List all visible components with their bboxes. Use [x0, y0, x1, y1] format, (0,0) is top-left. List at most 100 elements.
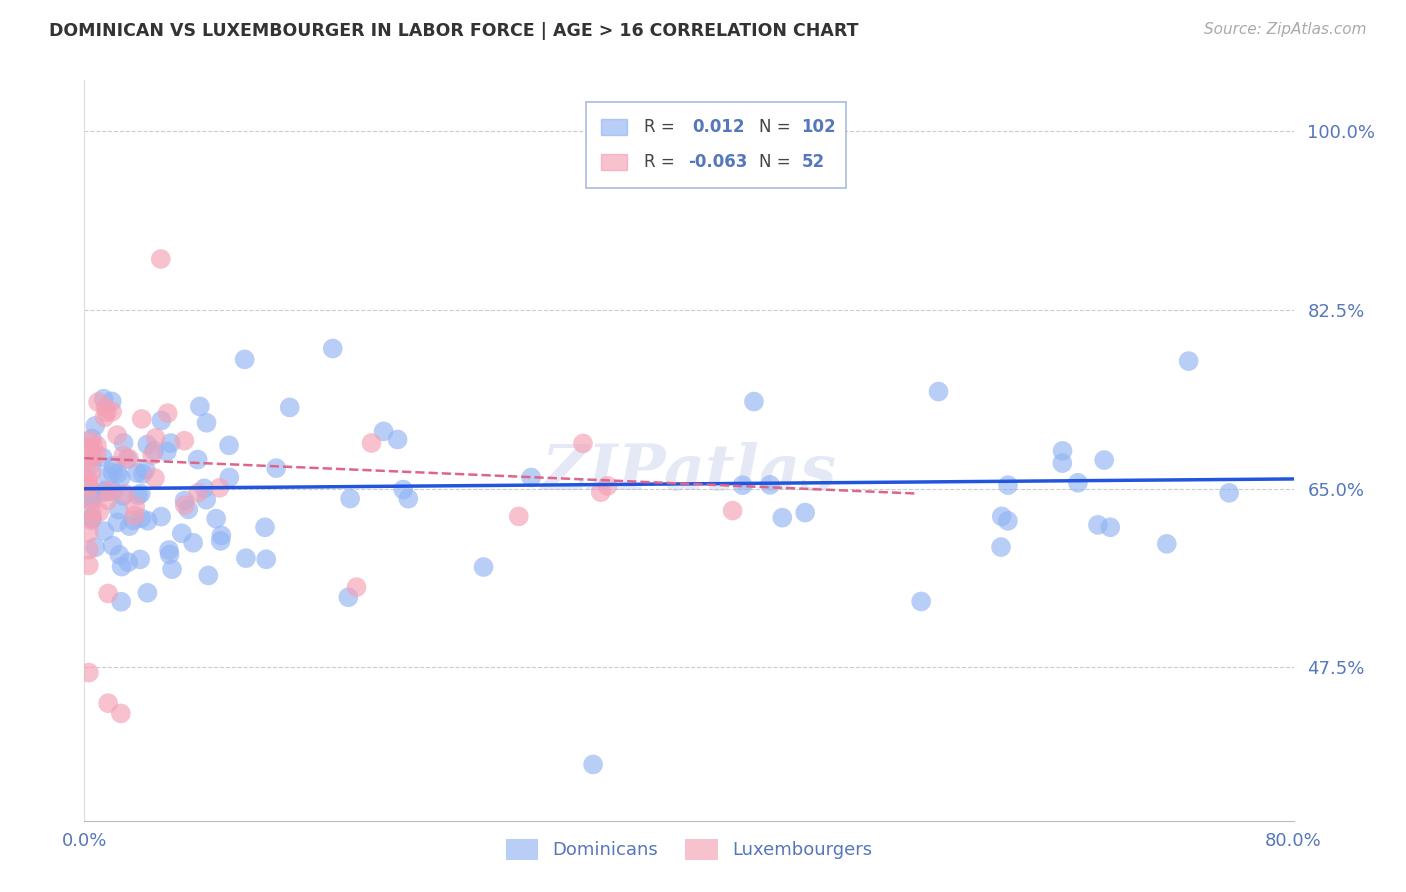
Point [997, 514, 1019, 528]
Point [1177, 354, 1199, 368]
Point [129, 552, 152, 566]
Point [93, 392, 115, 406]
Point [1087, 517, 1109, 532]
Point [101, 404, 124, 418]
Point [110, 595, 132, 609]
Text: 102: 102 [801, 118, 837, 136]
Point [170, 526, 193, 541]
Point [124, 508, 146, 523]
Point [360, 436, 382, 450]
Point [1092, 453, 1115, 467]
FancyBboxPatch shape [586, 103, 846, 187]
Point [208, 481, 231, 495]
Point [132, 467, 155, 481]
Point [77, 525, 100, 540]
Point [160, 562, 183, 576]
Point [80, 506, 103, 520]
Point [143, 471, 166, 485]
Point [209, 528, 232, 542]
Point [86, 448, 108, 462]
Point [197, 568, 219, 582]
Point [108, 548, 131, 562]
Point [910, 594, 932, 608]
Point [80, 449, 103, 463]
Point [101, 394, 124, 409]
Point [264, 461, 287, 475]
Point [80, 513, 103, 527]
Point [93, 524, 115, 538]
Point [173, 493, 195, 508]
Point [136, 437, 159, 451]
Point [112, 489, 135, 503]
Point [141, 448, 163, 462]
Point [80, 465, 103, 479]
Text: R =: R = [644, 153, 675, 170]
Point [97, 483, 120, 498]
Point [731, 478, 754, 492]
Point [79, 440, 101, 454]
Point [77, 542, 100, 557]
Point [124, 499, 146, 513]
Point [159, 548, 181, 562]
Point [77, 453, 100, 467]
Point [205, 511, 228, 525]
Point [79, 434, 101, 448]
Point [181, 535, 204, 549]
Point [1156, 537, 1178, 551]
Point [997, 478, 1019, 492]
FancyBboxPatch shape [600, 119, 627, 135]
Point [187, 485, 209, 500]
Point [111, 559, 134, 574]
Point [149, 252, 172, 266]
Point [136, 514, 159, 528]
Point [721, 503, 744, 517]
Point [101, 466, 124, 480]
FancyBboxPatch shape [600, 153, 627, 169]
Point [193, 481, 215, 495]
Point [187, 452, 209, 467]
Point [1052, 456, 1074, 470]
Point [235, 551, 257, 566]
Point [77, 475, 100, 490]
Text: -0.063: -0.063 [688, 153, 747, 170]
Point [82, 439, 104, 453]
Point [80, 432, 103, 446]
Point [84, 541, 107, 555]
Point [1218, 485, 1240, 500]
Point [87, 395, 110, 409]
Point [125, 466, 148, 480]
Point [115, 452, 138, 467]
Point [928, 384, 950, 399]
Point [77, 665, 100, 680]
Point [122, 513, 145, 527]
Point [990, 540, 1012, 554]
Point [508, 509, 530, 524]
Point [1099, 520, 1122, 534]
Point [96, 405, 118, 419]
Point [84, 418, 107, 433]
Point [159, 436, 181, 450]
Point [387, 433, 409, 447]
Point [143, 443, 166, 458]
Point [156, 406, 179, 420]
Point [156, 444, 179, 458]
Point [794, 506, 817, 520]
Point [596, 479, 619, 493]
Point [770, 510, 793, 524]
Text: Source: ZipAtlas.com: Source: ZipAtlas.com [1204, 22, 1367, 37]
Point [107, 502, 129, 516]
Point [80, 458, 103, 472]
Point [80, 494, 103, 508]
Point [322, 342, 344, 356]
Point [131, 412, 153, 426]
Point [218, 438, 240, 452]
Point [233, 352, 256, 367]
Point [990, 509, 1012, 524]
Point [157, 543, 180, 558]
Point [472, 560, 495, 574]
Point [135, 462, 157, 476]
Point [118, 451, 141, 466]
Point [93, 485, 115, 500]
Point [80, 490, 103, 504]
Point [209, 533, 232, 548]
